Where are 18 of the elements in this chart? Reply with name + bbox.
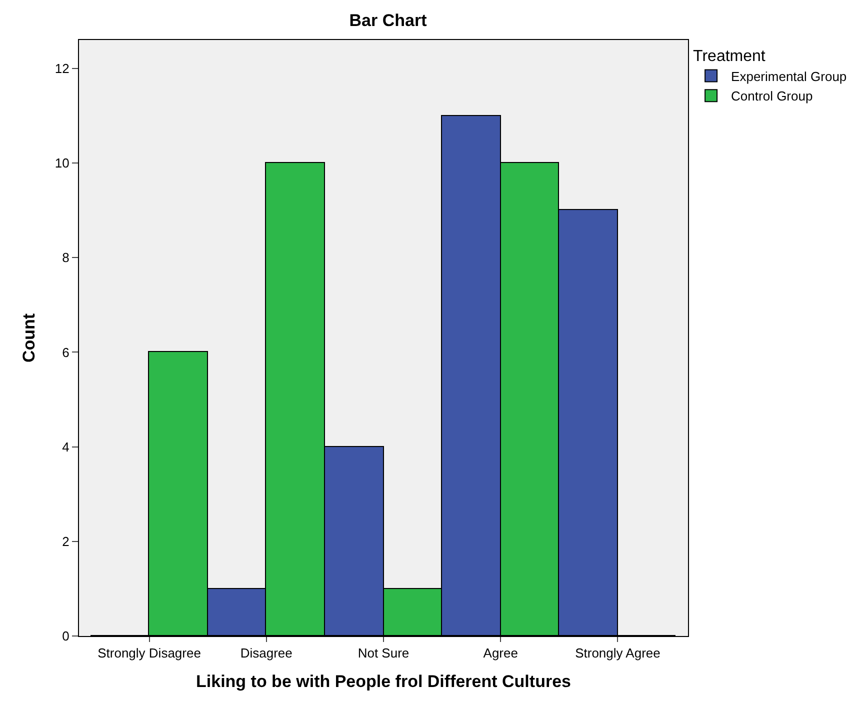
legend-label: Control Group [731, 88, 813, 104]
y-tick-label: 2 [62, 534, 70, 549]
chart-title: Bar Chart [349, 10, 428, 30]
y-axis-title: Count [19, 313, 38, 363]
x-tick-label: Agree [483, 646, 518, 661]
x-axis-title: Liking to be with People frol Different Cultures [196, 672, 571, 691]
x-tick-label: Disagree [240, 646, 292, 661]
x-tick-label: Not Sure [358, 646, 410, 661]
y-tick-label: 10 [54, 156, 70, 171]
y-tick-label: 12 [54, 60, 70, 76]
y-tick-label: 0 [62, 628, 70, 644]
y-tick-label: 4 [62, 439, 70, 454]
x-tick-label: Strongly Disagree [98, 646, 201, 661]
legend-title: Treatment [693, 48, 766, 65]
y-tick-label: 6 [62, 344, 70, 360]
x-tick-label: Strongly Agree [575, 646, 660, 661]
y-tick-label: 8 [62, 250, 70, 266]
legend-label: Experimental Group [731, 68, 847, 84]
